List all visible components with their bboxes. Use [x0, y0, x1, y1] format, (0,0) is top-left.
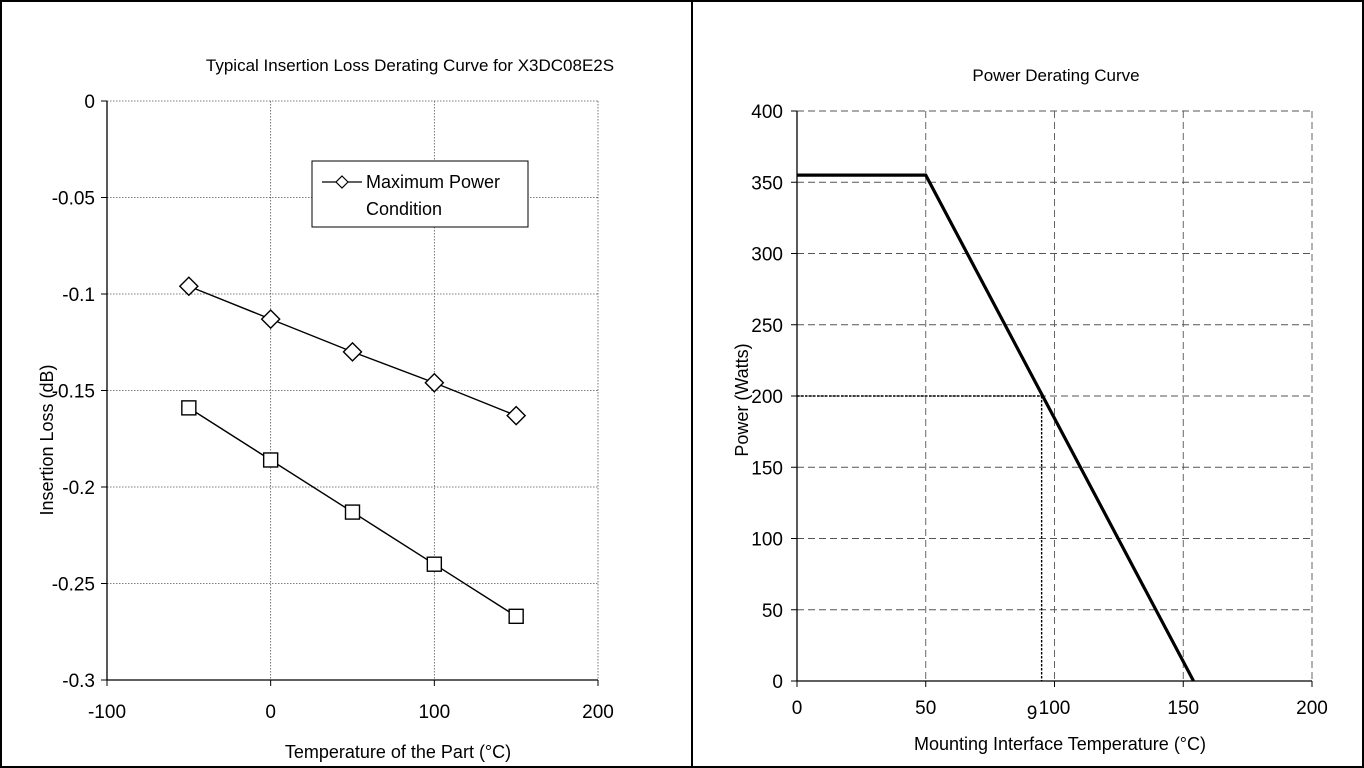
il-diamond-point — [506, 405, 527, 426]
pd-y-tick-label: 300 — [751, 245, 783, 266]
il-diamond-point — [178, 276, 199, 297]
il-square-point — [508, 608, 524, 625]
il-square-point — [262, 452, 279, 468]
il-y-tick-label: 0 — [84, 92, 95, 113]
il-legend-box — [311, 160, 529, 228]
il-diamond-point — [424, 372, 445, 393]
il-legend: Maximum Power Condition — [311, 160, 529, 228]
pd-series — [797, 173, 1195, 682]
il-x-tick-label: 0 — [265, 702, 276, 723]
il-square-point — [426, 556, 443, 572]
il-y-tick-label: -0.15 — [52, 382, 95, 403]
il-x-tick-label: -100 — [88, 702, 126, 723]
pd-y-tick-label: 250 — [751, 316, 783, 337]
il-axes — [101, 100, 599, 686]
pd-chart-title: Power Derating Curve — [972, 66, 1139, 85]
il-diamond-point — [342, 341, 363, 362]
pd-axes — [791, 110, 1313, 687]
pd-reference-lines — [797, 395, 1043, 681]
pd-series-1-line — [797, 173, 1195, 682]
il-square-point — [344, 504, 361, 520]
il-x-axis-label: Temperature of the Part (°C) — [285, 742, 511, 762]
pd-ytick-labels: 0 50 100 150 200 250 300 350 400 — [751, 102, 783, 693]
chart-power-derating: 0 50 100 150 200 250 300 350 400 0 50 100 150 200 Po… — [732, 66, 1328, 754]
pd-y-tick-label: 200 — [751, 387, 783, 408]
il-y-tick-label: -0.2 — [62, 478, 95, 499]
il-y-axis-label: Insertion Loss (dB) — [37, 364, 57, 515]
il-diamond-point — [260, 309, 281, 330]
pd-x-tick-label: 0 — [792, 698, 803, 719]
il-legend-label-line2: Condition — [366, 199, 442, 219]
pd-x-tick-label: 150 — [1167, 698, 1199, 719]
pd-x-tick-label: 100 — [1039, 698, 1071, 719]
pd-y-tick-label: 0 — [772, 672, 783, 693]
il-y-tick-label: -0.3 — [62, 671, 95, 692]
pd-y-tick-label: 350 — [751, 173, 783, 194]
chart-insertion-loss: -100 0 100 200 0 -0.05 -0.1 -0.15 -0.2 -0.25 -0.3… — [37, 56, 614, 762]
pd-xtick-labels: 0 50 100 150 200 — [792, 698, 1328, 719]
pd-y-tick-label: 50 — [762, 601, 783, 622]
il-series — [178, 276, 527, 625]
il-chart-title: Typical Insertion Loss Derating Curve fo… — [206, 56, 614, 75]
il-square-point — [181, 400, 197, 416]
pd-grid — [797, 110, 1313, 681]
pd-y-tick-label: 400 — [751, 102, 783, 123]
pd-x-tick-label: 50 — [915, 698, 936, 719]
pd-y-tick-label: 150 — [751, 458, 783, 479]
il-x-tick-label: 100 — [418, 702, 450, 723]
il-y-tick-label: -0.25 — [52, 575, 95, 596]
il-y-tick-label: -0.05 — [52, 189, 95, 210]
pd-x-axis-label: Mounting Interface Temperature (°C) — [914, 734, 1206, 754]
pd-y-axis-label: Power (Watts) — [732, 343, 752, 456]
pd-y-tick-label: 100 — [751, 530, 783, 551]
pd-annotation: 9 — [1027, 703, 1038, 724]
il-x-tick-label: 200 — [582, 702, 614, 723]
il-xtick-labels: -100 0 100 200 — [88, 702, 614, 723]
il-legend-diamond-marker — [335, 175, 349, 189]
il-y-tick-label: -0.1 — [62, 285, 95, 306]
il-ytick-labels: 0 -0.05 -0.1 -0.15 -0.2 -0.25 -0.3 — [52, 92, 95, 692]
il-legend-label-line1: Maximum Power — [366, 172, 500, 192]
pd-x-tick-label: 200 — [1296, 698, 1328, 719]
